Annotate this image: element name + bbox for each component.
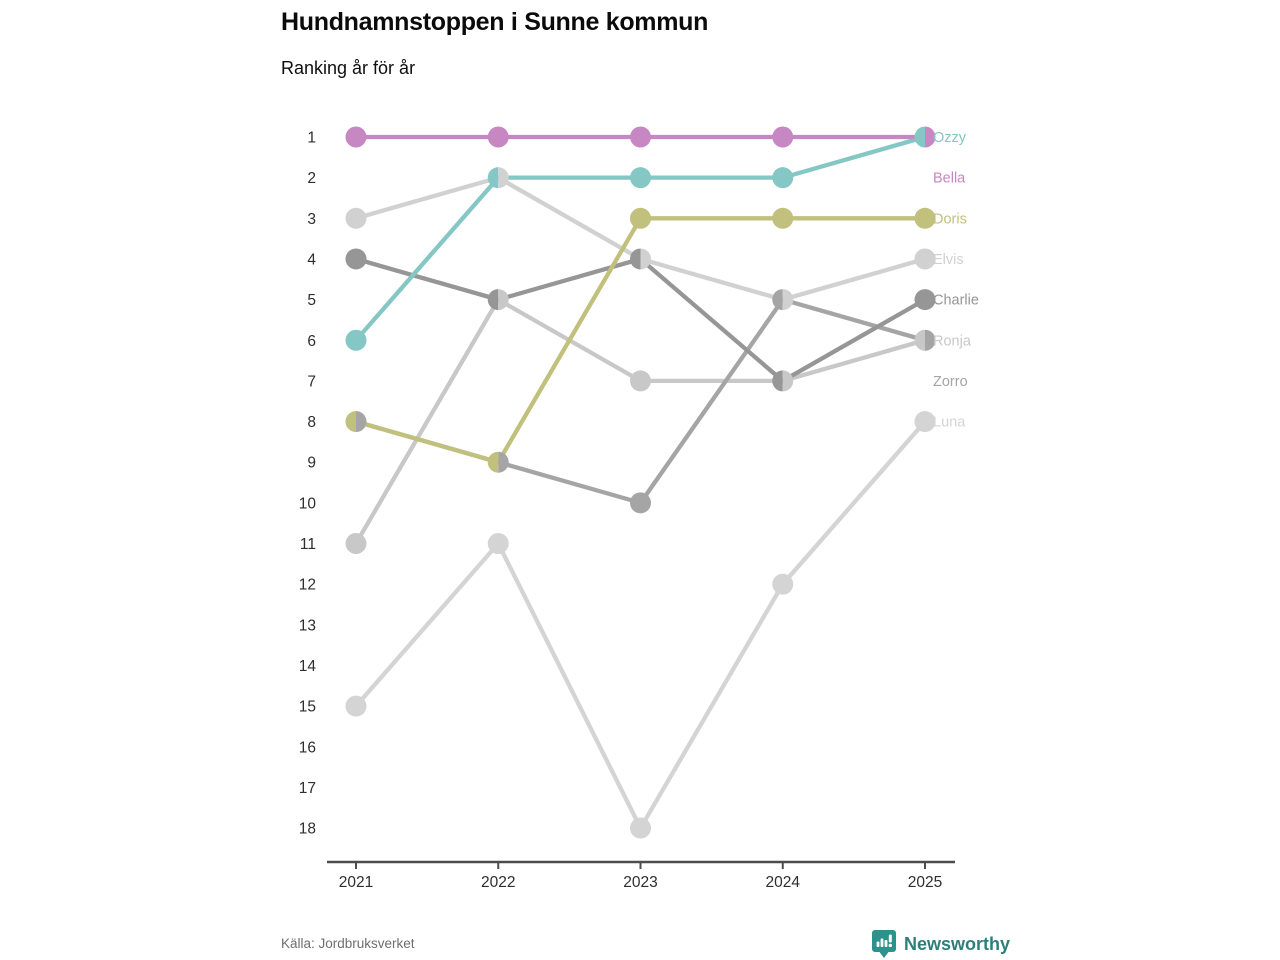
data-point-half-charlie-2022 [487, 289, 499, 311]
rank-tick-label: 13 [299, 617, 316, 634]
series-label-elvis: Elvis [933, 252, 964, 268]
data-point-ozzy-2021 [345, 329, 367, 351]
data-point-half-zorro-2025 [925, 329, 936, 351]
data-point-half-elvis-2022 [498, 167, 509, 189]
data-point-half-doris-2022 [487, 451, 499, 473]
data-point-bella-2021 [345, 126, 367, 148]
data-point-luna-2025 [914, 411, 936, 433]
data-point-half-ozzy-2022 [487, 167, 499, 189]
series-label-bella: Bella [933, 171, 966, 187]
data-point-half-ronja-2022 [498, 289, 509, 311]
rank-tick-label: 6 [307, 333, 316, 350]
data-point-half-zorro-2021 [356, 411, 367, 433]
rank-tick-label: 17 [299, 780, 316, 797]
data-point-half-ronja-2024 [782, 370, 794, 392]
data-point-bella-2024 [772, 126, 794, 148]
rank-tick-label: 8 [307, 414, 316, 431]
data-point-charlie-2025 [914, 289, 936, 311]
data-point-half-charlie-2023 [630, 248, 641, 270]
rank-tick-label: 12 [299, 577, 316, 594]
newsworthy-brand-text: Newsworthy [904, 934, 1011, 954]
year-tick-label: 2025 [908, 874, 942, 891]
series-label-ozzy: Ozzy [933, 130, 967, 146]
rank-tick-label: 11 [300, 536, 316, 553]
data-point-charlie-2021 [345, 248, 367, 270]
data-point-bella-2022 [487, 126, 509, 148]
data-point-ozzy-2024 [772, 167, 794, 189]
rank-tick-label: 14 [299, 658, 317, 675]
year-tick-label: 2022 [481, 874, 515, 891]
data-point-luna-2021 [345, 695, 367, 717]
data-point-doris-2025 [914, 207, 936, 229]
year-tick-label: 2023 [623, 874, 657, 891]
data-point-ozzy-2023 [630, 167, 651, 189]
data-point-elvis-2021 [345, 207, 367, 229]
series-label-zorro: Zorro [933, 374, 968, 390]
rank-tick-label: 3 [307, 211, 316, 228]
rank-tick-label: 2 [307, 170, 316, 187]
rank-tick-label: 9 [307, 455, 316, 472]
newsworthy-brand: Newsworthy [872, 930, 1010, 959]
series-label-luna: Luna [933, 415, 966, 431]
data-point-luna-2024 [772, 573, 794, 595]
data-point-half-zorro-2024 [772, 289, 783, 311]
data-point-half-elvis-2023 [640, 248, 651, 270]
rank-tick-label: 18 [299, 821, 316, 838]
data-point-ronja-2021 [345, 533, 367, 554]
rank-tick-label: 7 [307, 373, 316, 390]
data-point-half-bella-2025 [925, 126, 936, 148]
data-point-half-ronja-2025 [914, 329, 925, 351]
data-point-zorro-2023 [630, 492, 651, 514]
rank-tick-label: 16 [299, 739, 316, 756]
chart-title: Hundnamnstoppen i Sunne kommun [281, 8, 709, 36]
data-point-half-elvis-2024 [782, 289, 794, 311]
year-tick-label: 2021 [339, 874, 373, 891]
data-point-half-charlie-2024 [772, 370, 783, 392]
data-point-bella-2023 [630, 126, 651, 148]
data-point-doris-2024 [772, 207, 794, 229]
rank-tick-label: 10 [299, 495, 317, 512]
data-point-half-zorro-2022 [498, 451, 509, 473]
rank-tick-label: 4 [307, 251, 316, 268]
series-label-charlie: Charlie [933, 293, 979, 309]
chart-subtitle: Ranking år för år [281, 58, 416, 78]
data-point-luna-2022 [487, 533, 509, 554]
data-point-ronja-2023 [630, 370, 651, 392]
data-point-elvis-2025 [914, 248, 936, 270]
data-point-luna-2023 [630, 817, 651, 839]
newsworthy-logo-icon [872, 930, 896, 958]
rank-tick-label: 1 [307, 130, 316, 147]
data-point-half-doris-2021 [345, 411, 356, 433]
year-tick-label: 2024 [766, 874, 801, 891]
series-label-doris: Doris [933, 211, 967, 227]
series-label-ronja: Ronja [933, 333, 972, 349]
rank-tick-label: 15 [299, 699, 316, 716]
source-note: Källa: Jordbruksverket [281, 936, 415, 951]
data-point-doris-2023 [630, 207, 651, 229]
rank-tick-label: 5 [307, 292, 316, 309]
series-line-luna [354, 420, 927, 833]
data-point-half-ozzy-2025 [914, 126, 925, 148]
